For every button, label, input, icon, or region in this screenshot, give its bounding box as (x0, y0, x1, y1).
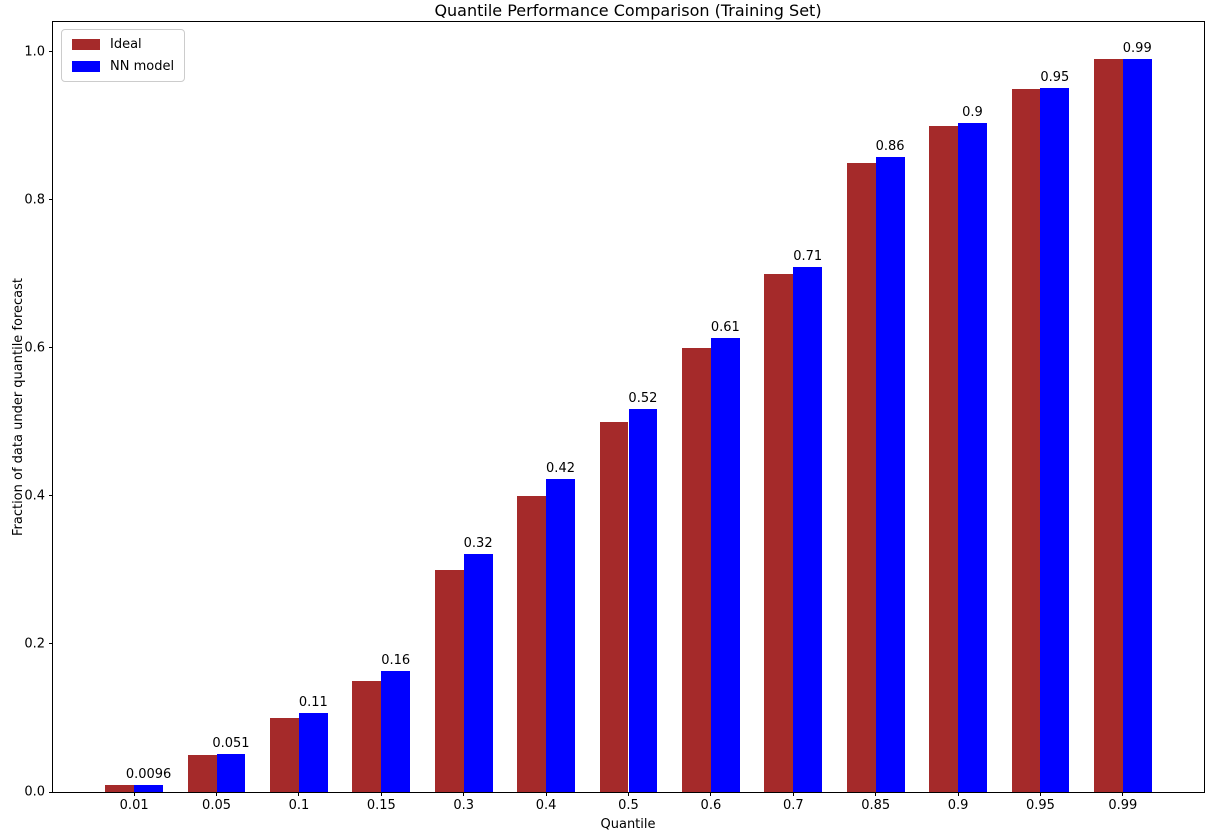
bar-nn-model-0.95 (1040, 87, 1070, 792)
bar-nn-model-0.7 (793, 267, 823, 792)
legend-label-nn-model: NN model (110, 58, 175, 74)
x-tick-mark (216, 792, 218, 796)
bar-ideal-0.95 (1011, 88, 1041, 792)
y-tick-mark (49, 51, 53, 53)
x-tick-mark (1039, 792, 1041, 796)
bar-value-label: 0.051 (212, 736, 250, 752)
chart-title: Quantile Performance Comparison (Trainin… (434, 1, 822, 20)
bar-ideal-0.5 (599, 421, 629, 792)
x-tick-label: 0.7 (782, 798, 804, 813)
bar-ideal-0.1 (270, 717, 299, 792)
y-tick-mark (49, 199, 53, 201)
x-tick-mark (545, 792, 547, 796)
y-tick-mark (49, 643, 53, 645)
bar-ideal-0.4 (517, 495, 547, 792)
x-tick-mark (1122, 792, 1124, 796)
bar-ideal-0.15 (352, 680, 382, 792)
bar-nn-model-0.99 (1122, 59, 1152, 792)
bar-ideal-0.6 (682, 347, 711, 792)
bar-value-label: 0.71 (793, 249, 823, 265)
x-tick-label: 0.99 (1108, 798, 1138, 813)
bar-value-label: 0.0096 (125, 766, 172, 782)
legend-label-ideal: Ideal (110, 37, 142, 52)
x-tick-label: 0.05 (202, 798, 232, 813)
x-tick-mark (298, 792, 300, 796)
x-tick-label: 0.6 (700, 798, 722, 813)
x-tick-mark (875, 792, 877, 796)
bar-nn-model-0.85 (875, 156, 905, 792)
x-tick-label: 0.5 (618, 798, 639, 813)
x-axis-label: Quantile (600, 817, 656, 832)
bar-nn-model-0.1 (298, 712, 328, 792)
y-tick-label: 0.0 (24, 784, 45, 800)
x-tick-label: 0.1 (288, 798, 310, 813)
x-tick-label: 0.95 (1025, 798, 1055, 813)
x-tick-mark (463, 792, 465, 796)
bar-value-label: 0.32 (463, 535, 493, 551)
bar-ideal-0.7 (764, 273, 794, 792)
x-tick-label: 0.9 (947, 798, 969, 813)
y-tick-label: 0.6 (24, 340, 45, 356)
bar-nn-model-0.6 (710, 338, 740, 792)
bar-value-label: 0.95 (1040, 69, 1070, 85)
bar-nn-model-0.05 (216, 754, 246, 792)
x-tick-mark (710, 792, 712, 796)
bar-nn-model-0.9 (958, 123, 987, 792)
y-tick-label: 1.0 (24, 44, 45, 60)
legend-item-nn-model: NN model (72, 59, 174, 75)
bar-value-label: 0.52 (628, 391, 658, 407)
bar-ideal-0.85 (846, 162, 876, 792)
bar-value-label: 0.9 (962, 105, 983, 121)
legend-swatch-nn-model (72, 60, 100, 72)
y-tick-label: 0.4 (24, 488, 45, 504)
bar-value-label: 0.99 (1122, 41, 1152, 57)
x-tick-mark (380, 792, 382, 796)
bar-value-label: 0.16 (381, 653, 411, 669)
x-tick-label: 0.15 (366, 798, 396, 813)
legend: Ideal NN model (61, 29, 186, 83)
x-tick-mark (628, 792, 629, 796)
legend-item-ideal: Ideal (72, 37, 174, 53)
x-tick-label: 0.4 (535, 798, 557, 813)
bar-ideal-0.3 (434, 569, 464, 792)
y-tick-mark (49, 347, 53, 349)
x-tick-label: 0.3 (453, 798, 475, 813)
bar-nn-model-0.5 (628, 409, 658, 792)
x-tick-label: 0.85 (861, 798, 891, 813)
plot-area: Ideal NN model 0.0 0.2 0.4 0.6 0.8 1.0 0.0096 0… (24, 21, 1205, 813)
bar-ideal-0.05 (187, 754, 217, 792)
legend-swatch-ideal (72, 39, 100, 51)
bar-nn-model-0.15 (381, 671, 411, 792)
x-tick-mark (792, 792, 794, 796)
bar-nn-model-0.01 (134, 784, 163, 792)
x-tick-mark (133, 792, 135, 796)
x-tick-mark (957, 792, 959, 796)
x-tick-label: 0.01 (119, 798, 149, 813)
bar-nn-model-0.3 (463, 553, 493, 792)
y-tick-label: 0.2 (24, 636, 45, 652)
y-tick-mark (49, 495, 53, 497)
bar-value-label: 0.42 (546, 460, 575, 476)
bar-ideal-0.99 (1094, 59, 1123, 792)
bar-value-label: 0.86 (875, 138, 905, 154)
y-tick-label: 0.8 (24, 192, 45, 208)
bar-ideal-0.9 (929, 125, 959, 792)
bar-ideal-0.01 (105, 784, 135, 792)
bar-value-label: 0.61 (710, 320, 740, 336)
bar-nn-model-0.4 (546, 478, 575, 792)
bar-value-label: 0.11 (298, 694, 328, 710)
y-tick-mark (49, 791, 53, 793)
